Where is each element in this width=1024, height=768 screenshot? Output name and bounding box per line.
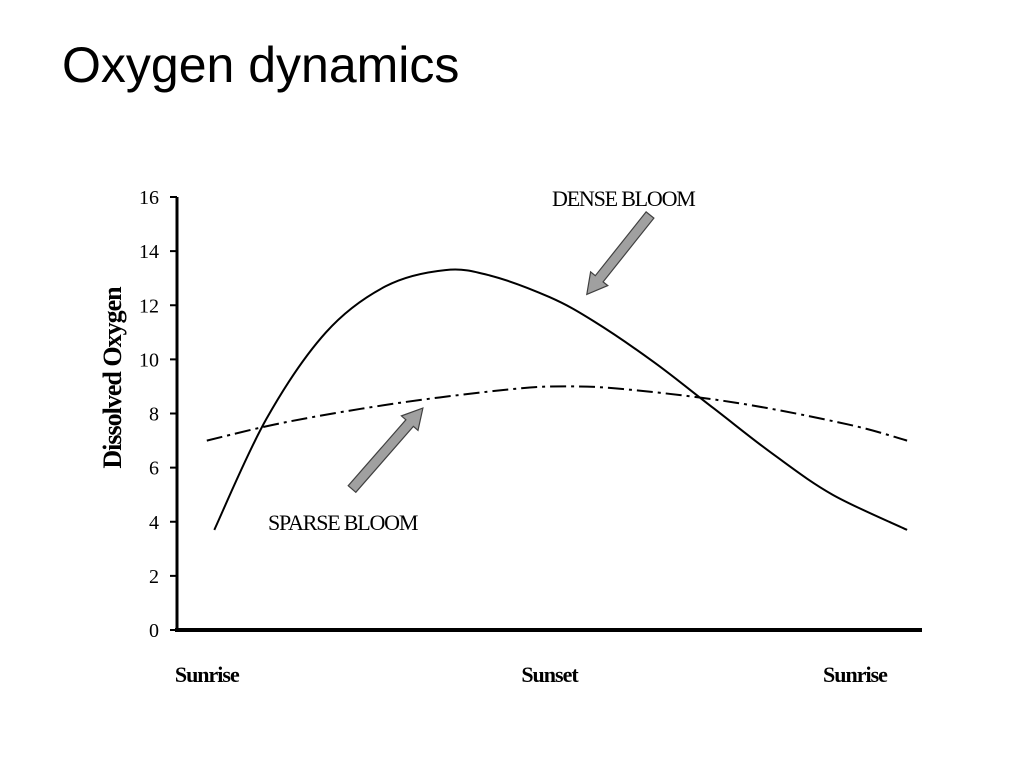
slide-title: Oxygen dynamics: [62, 37, 460, 93]
sparse-bloom-label: SPARSE BLOOM: [268, 510, 418, 535]
y-tick-label: 14: [139, 241, 159, 263]
y-tick-label: 12: [139, 295, 159, 317]
y-tick-label: 10: [139, 349, 159, 371]
x-category-label: Sunset: [521, 662, 579, 687]
y-axis: 0 2 4 6 8 10 12 14 16: [139, 187, 179, 642]
y-tick-label: 2: [149, 566, 159, 588]
y-tick-label: 4: [149, 512, 159, 534]
dense-bloom-arrow-icon: [586, 211, 655, 296]
x-axis: Sunrise Sunset Sunrise: [175, 628, 922, 687]
sparse-bloom-line: [206, 385, 908, 442]
sparse-bloom-arrow-icon: [347, 407, 424, 494]
y-axis-title: Dissolved Oxygen: [98, 286, 127, 469]
x-category-label: Sunrise: [175, 662, 240, 687]
x-category-label: Sunrise: [823, 662, 888, 687]
dense-bloom-label: DENSE BLOOM: [552, 186, 695, 211]
y-tick-label: 6: [149, 458, 159, 480]
y-tick-label: 0: [149, 620, 159, 642]
y-tick-label: 16: [139, 187, 159, 209]
y-tick-label: 8: [149, 404, 159, 426]
series-lines: [206, 268, 908, 531]
annotations: DENSE BLOOM SPARSE BLOOM: [268, 186, 696, 535]
dense-bloom-line: [213, 268, 908, 531]
